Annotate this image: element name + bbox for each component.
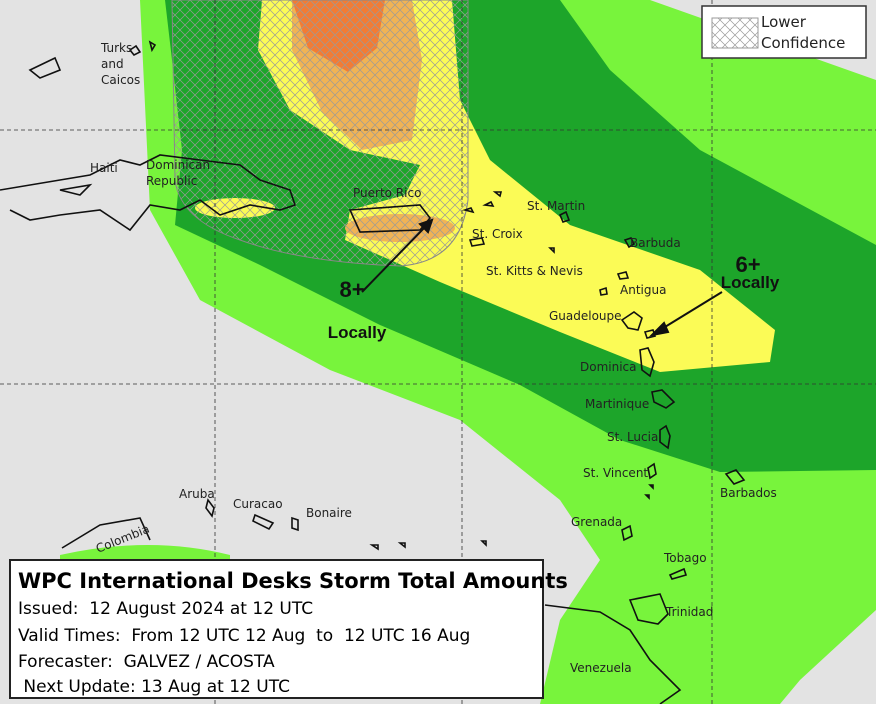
coastlines <box>0 40 746 704</box>
legend-label: Confidence <box>761 34 845 52</box>
info-line: Valid Times: From 12 UTC 12 Aug to 12 UT… <box>18 626 470 646</box>
legend: Lower Confidence <box>701 5 867 59</box>
annotation-arrows <box>361 218 723 337</box>
place-label: Martinique <box>585 397 649 411</box>
info-line: Issued: 12 August 2024 at 12 UTC <box>18 599 313 619</box>
place-label: Puerto Rico <box>353 186 421 200</box>
place-label: Trinidad <box>665 605 713 619</box>
place-label: Tobago <box>663 551 707 565</box>
place-label: Aruba <box>179 487 215 501</box>
place-label: Turks <box>100 41 132 55</box>
place-label: Bonaire <box>306 506 352 520</box>
annotation-amount: 8+ <box>339 277 364 302</box>
place-label: St. Kitts & Nevis <box>486 264 583 278</box>
place-label: Venezuela <box>570 661 632 675</box>
annotation-qualifier: Locally <box>721 273 780 292</box>
info-line: Forecaster: GALVEZ / ACOSTA <box>18 652 275 672</box>
place-label: St. Lucia <box>607 430 658 444</box>
place-label: Guadeloupe <box>549 309 622 323</box>
annotation-qualifier: Locally <box>328 323 387 342</box>
place-label: and <box>101 57 124 71</box>
place-label: Dominican <box>146 158 210 172</box>
place-label: Barbuda <box>630 236 681 250</box>
place-label: Haiti <box>90 161 118 175</box>
place-label: Dominica <box>580 360 637 374</box>
place-label: St. Martin <box>527 199 585 213</box>
legend-label: Lower <box>761 13 807 31</box>
place-label: Grenada <box>571 515 622 529</box>
place-label: Barbados <box>720 486 777 500</box>
lower-confidence-area <box>171 0 469 267</box>
place-label: Curacao <box>233 497 283 511</box>
place-label: Republic <box>146 174 197 188</box>
place-label: St. Vincent <box>583 466 648 480</box>
info-line: Next Update: 13 Aug at 12 UTC <box>18 677 290 697</box>
annotation-amount: 6+ <box>735 252 760 277</box>
info-box: WPC International Desks Storm Total Amou… <box>9 559 568 699</box>
info-title: WPC International Desks Storm Total Amou… <box>18 569 568 593</box>
place-label: Caicos <box>101 73 140 87</box>
place-label: St. Croix <box>472 227 523 241</box>
place-label: Antigua <box>620 283 666 297</box>
